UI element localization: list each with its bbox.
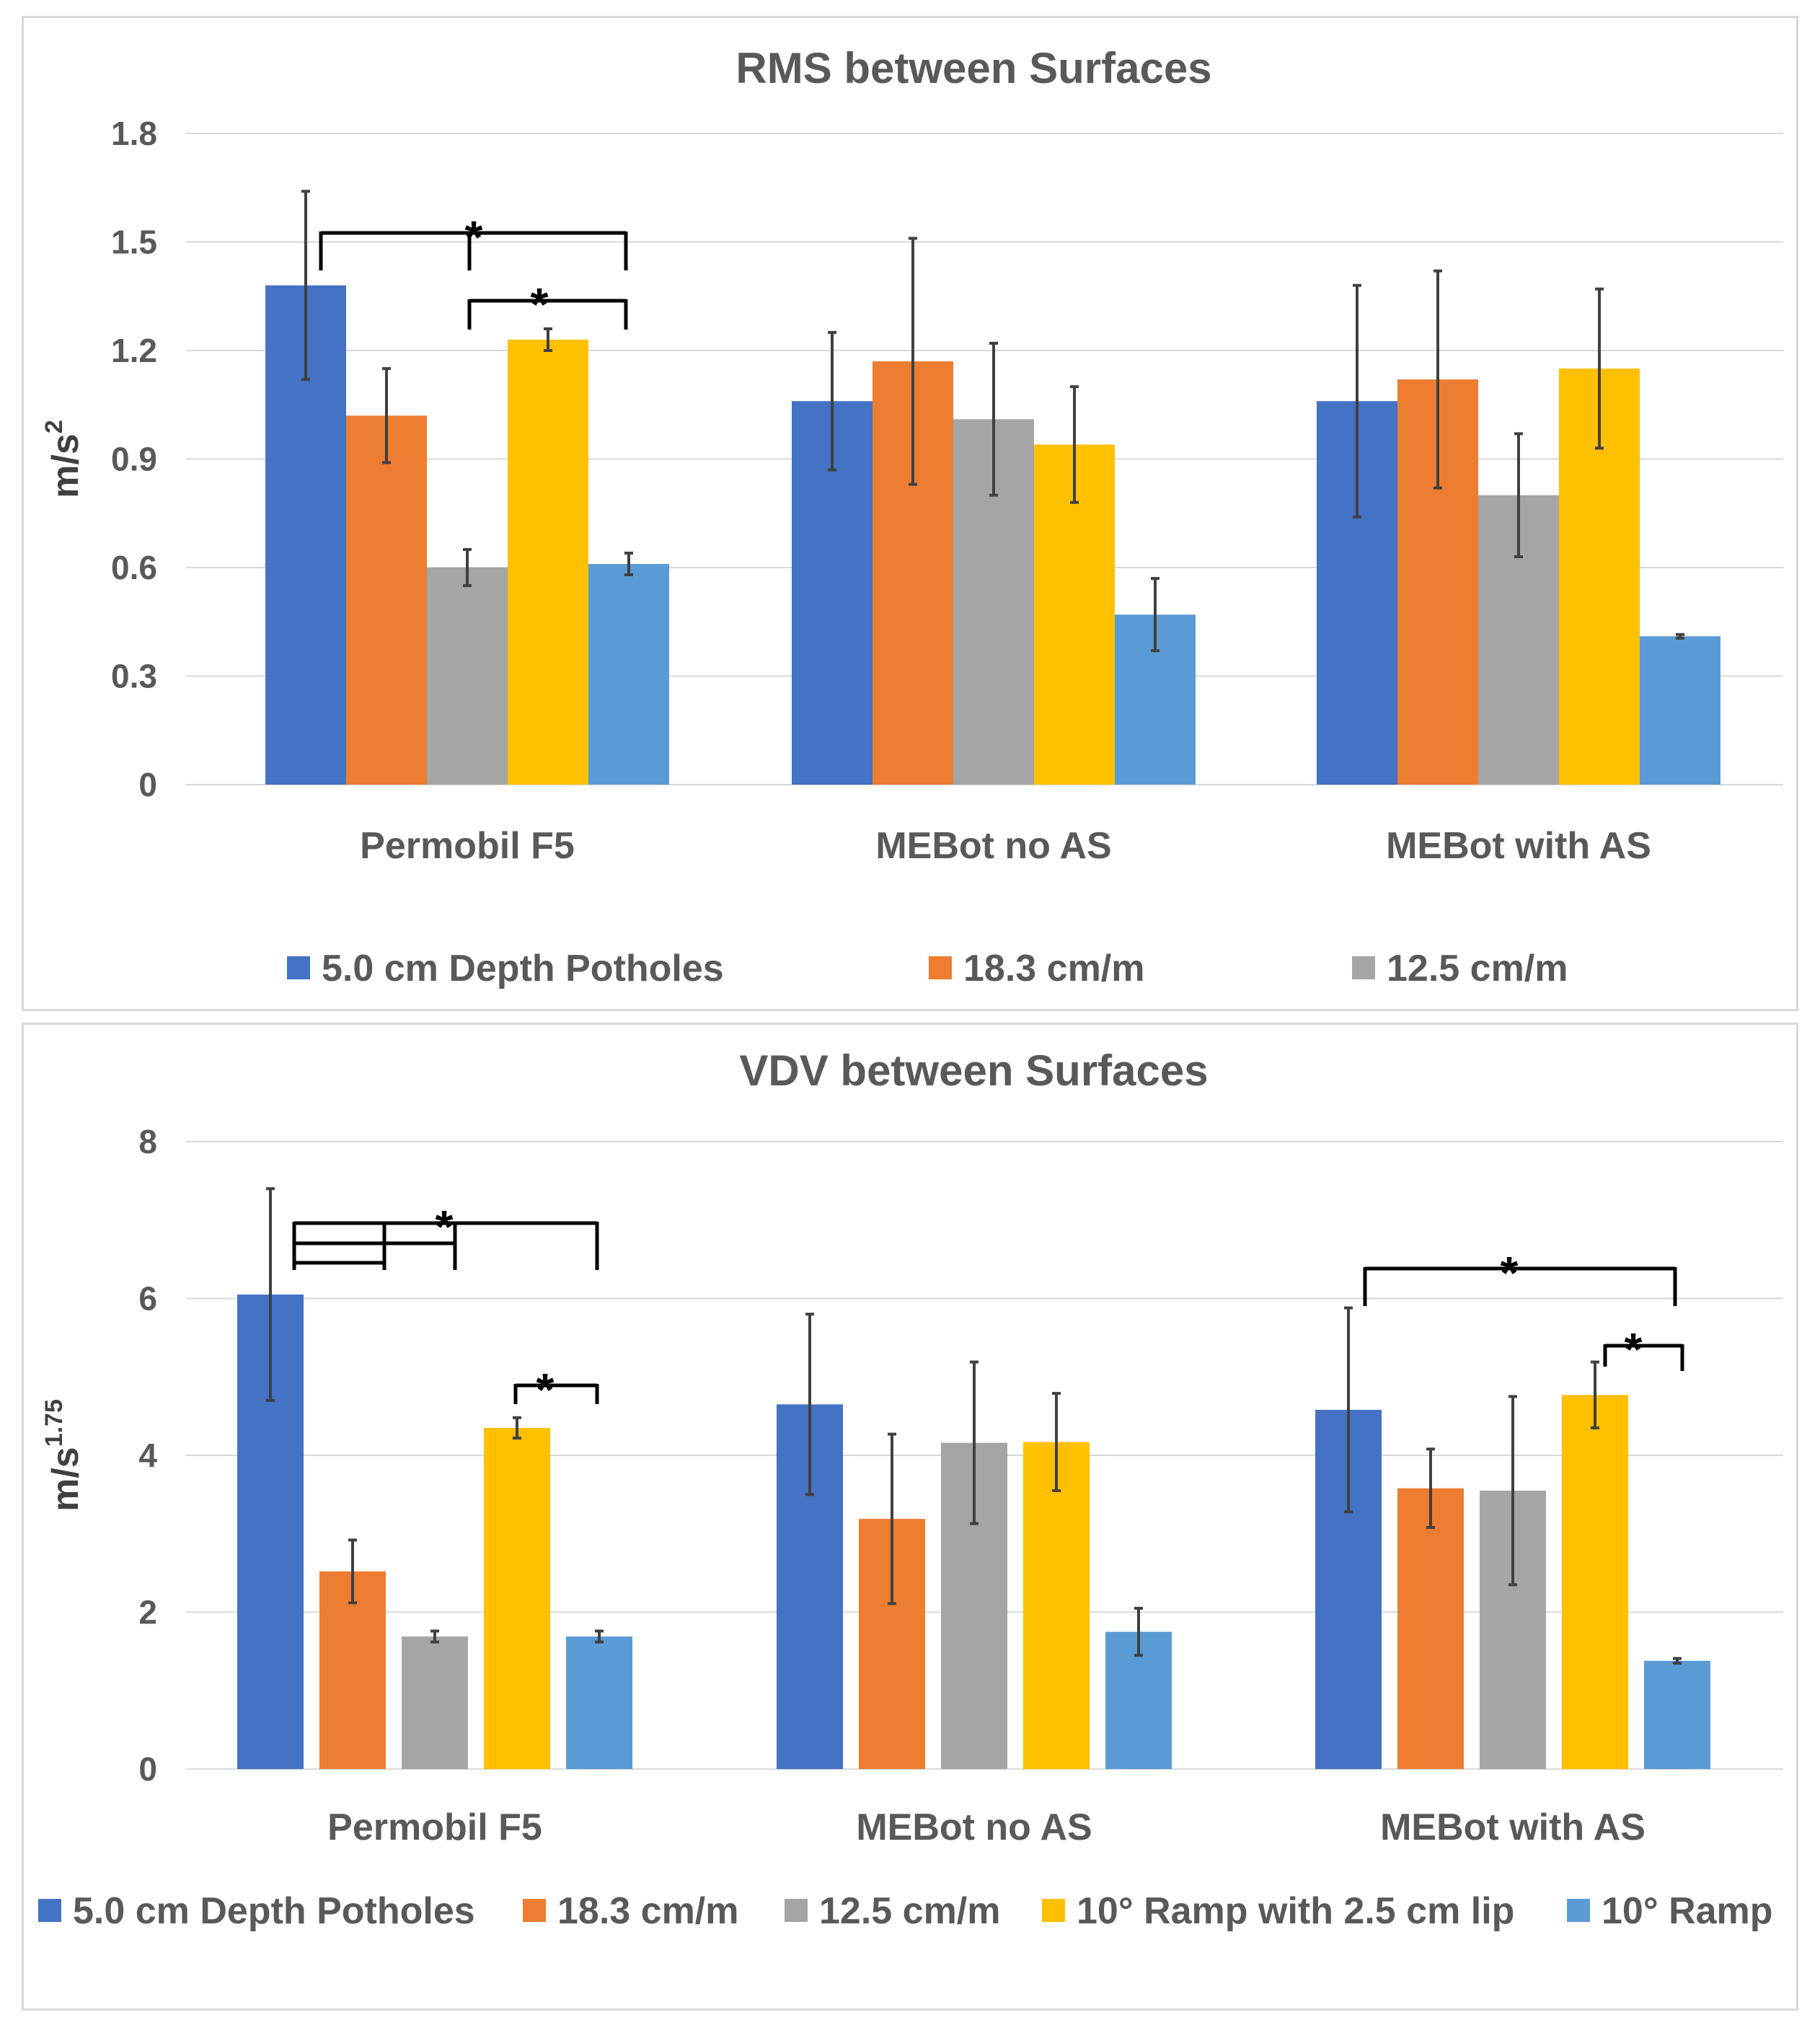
vdv-category-label: Permobil F5 <box>327 1807 542 1848</box>
vdv-legend-swatch <box>1567 1899 1590 1922</box>
rms-y-tick-label: 0.9 <box>111 441 157 478</box>
vdv-significance-star: * <box>536 1364 555 1416</box>
rms-y-axis-title: m/s2 <box>40 420 87 498</box>
vdv-y-axis-unit: m/s <box>45 1447 87 1512</box>
vdv-y-tick-label: 0 <box>138 1750 157 1788</box>
vdv-bar <box>319 1571 386 1769</box>
vdv-legend-label: 5.0 cm Depth Potholes <box>73 1890 475 1932</box>
rms-legend-swatch <box>1352 956 1375 979</box>
vdv-y-tick-label: 8 <box>138 1123 157 1160</box>
vdv-chart: VDV between Surfaces 0 2 4 6 8 m/s1.75 Permobil… <box>38 1046 1783 1932</box>
vdv-legend-label: 10° Ramp with 2.5 cm lip <box>1077 1890 1514 1932</box>
rms-category-label: MEBot with AS <box>1386 825 1651 867</box>
vdv-significance-star: * <box>1501 1247 1519 1299</box>
vdv-y-tick-label: 4 <box>138 1437 157 1474</box>
rms-bar <box>508 339 588 785</box>
rms-significance-star: * <box>531 278 549 330</box>
vdv-category-label: MEBot no AS <box>856 1807 1092 1848</box>
rms-bar <box>1640 636 1720 785</box>
rms-y-tick-label: 0.6 <box>111 549 157 586</box>
vdv-y-axis-exponent: 1.75 <box>40 1399 68 1447</box>
rms-y-tick-label: 0.3 <box>111 658 157 695</box>
rms-y-tick-label: 1.2 <box>111 332 157 369</box>
vdv-legend-swatch <box>523 1899 546 1922</box>
vdv-y-axis-title: m/s1.75 <box>40 1399 87 1512</box>
vdv-bar <box>402 1636 468 1769</box>
rms-legend-swatch <box>287 956 310 979</box>
vdv-y-tick-label: 2 <box>138 1594 157 1631</box>
rms-y-tick-label: 1.8 <box>111 115 157 152</box>
rms-chart-title: RMS between Surfaces <box>735 44 1211 92</box>
vdv-legend-label: 12.5 cm/m <box>819 1890 1001 1932</box>
rms-y-axis-unit: m/s <box>45 433 87 498</box>
vdv-category-label: MEBot with AS <box>1380 1807 1645 1848</box>
rms-category-label: Permobil F5 <box>360 825 575 867</box>
rms-legend-label: 5.0 cm Depth Potholes <box>322 948 724 989</box>
rms-y-tick-label: 0 <box>138 766 157 803</box>
vdv-bar <box>566 1636 632 1769</box>
rms-bar <box>346 415 427 785</box>
rms-legend-swatch <box>929 956 952 979</box>
vdv-bar <box>1023 1442 1090 1769</box>
rms-chart: RMS between Surfaces 0 0.3 0.6 0.9 1.2 1.5 1.8 m… <box>40 44 1783 989</box>
vdv-legend-label: 10° Ramp <box>1602 1890 1773 1932</box>
rms-category-label: MEBot no AS <box>875 825 1111 867</box>
rms-significance-star: * <box>465 211 483 263</box>
vdv-legend-swatch <box>1042 1899 1065 1922</box>
vdv-y-tick-label: 6 <box>138 1280 157 1318</box>
vdv-bar <box>484 1427 550 1769</box>
rms-bar <box>588 563 669 785</box>
vdv-bar <box>1644 1660 1710 1769</box>
rms-y-tick-label: 1.5 <box>111 224 157 261</box>
rms-y-axis-exponent: 2 <box>40 420 68 433</box>
rms-bar <box>427 568 508 785</box>
vdv-legend-label: 18.3 cm/m <box>557 1890 739 1932</box>
rms-legend-label: 18.3 cm/m <box>963 948 1145 989</box>
rms-legend-label: 12.5 cm/m <box>1387 948 1568 989</box>
vdv-legend-swatch <box>38 1899 61 1922</box>
vdv-bar <box>1397 1488 1464 1769</box>
vdv-chart-panel: VDV between Surfaces 0 2 4 6 8 m/s1.75 Permobil… <box>22 1023 1798 2011</box>
vdv-legend-swatch <box>785 1899 808 1922</box>
vdv-significance-star: * <box>436 1201 454 1253</box>
rms-chart-panel: RMS between Surfaces 0 0.3 0.6 0.9 1.2 1.5 1.8 m… <box>22 16 1798 1011</box>
vdv-chart-title: VDV between Surfaces <box>739 1046 1208 1095</box>
vdv-bar <box>1562 1395 1628 1769</box>
vdv-significance-star: * <box>1625 1323 1643 1375</box>
